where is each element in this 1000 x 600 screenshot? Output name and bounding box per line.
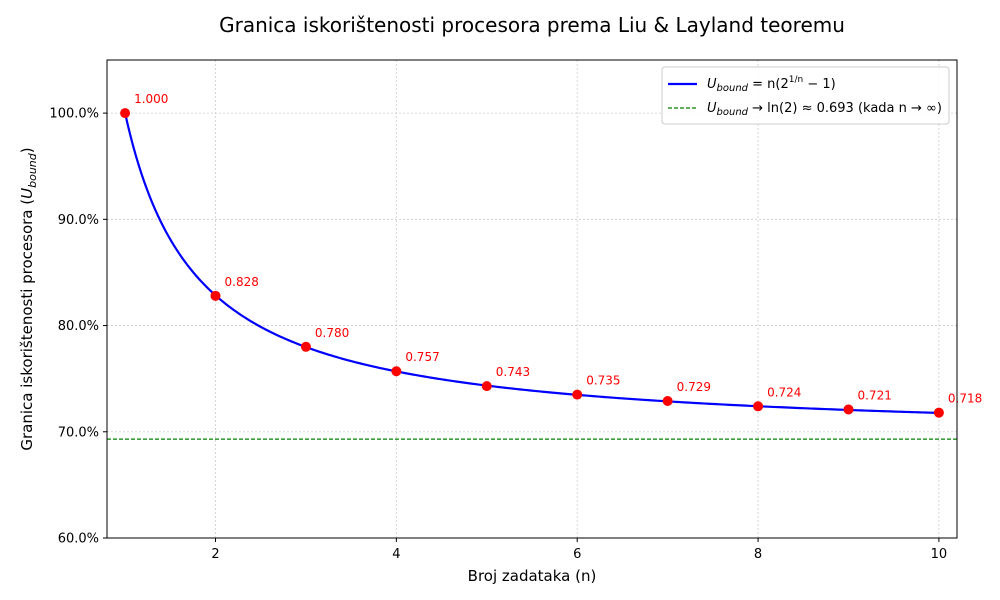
data-point <box>933 407 944 418</box>
data-point <box>300 341 311 352</box>
legend-curve-label: Ubound = n(21/n − 1) <box>707 75 836 94</box>
legend-asymptote-label: Ubound → ln(2) ≈ 0.693 (kada n → ∞) <box>707 101 942 118</box>
data-label: 0.724 <box>767 385 801 399</box>
data-label: 0.757 <box>405 350 439 364</box>
chart-title: Granica iskorištenosti procesora prema L… <box>219 13 845 37</box>
y-tick-label: 90.0% <box>58 213 99 228</box>
x-tick-label: 10 <box>931 547 948 562</box>
data-point <box>753 401 764 412</box>
data-point <box>120 108 131 119</box>
data-labels: 1.000 0.828 0.780 0.757 0.743 0.735 0.729 0.724… <box>134 92 982 406</box>
y-axis-label-var: U <box>18 188 36 199</box>
data-point <box>481 381 492 392</box>
x-tick-label: 6 <box>573 547 581 562</box>
data-label: 0.735 <box>586 374 620 388</box>
y-axis-label-prefix: Granica iskorištenosti procesora ( <box>18 199 36 451</box>
x-tick-label: 4 <box>392 547 400 562</box>
y-tick-label: 100.0% <box>49 107 99 122</box>
grid <box>107 60 957 539</box>
data-point <box>843 404 854 415</box>
data-label: 0.780 <box>315 326 349 340</box>
y-axis-ticks: 60.0% 70.0% 80.0% 90.0% 100.0% <box>49 107 107 547</box>
data-label: 0.743 <box>496 365 530 379</box>
legend: Ubound = n(21/n − 1) Ubound → ln(2) ≈ 0.… <box>661 66 950 125</box>
data-label: 0.718 <box>948 392 982 406</box>
bound-curve <box>124 112 939 415</box>
y-tick-label: 80.0% <box>58 319 99 334</box>
x-tick-label: 8 <box>754 547 762 562</box>
data-label: 0.721 <box>857 388 891 402</box>
y-axis-label-suffix: ) <box>18 147 36 153</box>
data-point <box>662 395 673 406</box>
x-tick-label: 2 <box>211 547 219 562</box>
data-points <box>120 108 944 418</box>
legend-box <box>661 66 950 125</box>
data-label: 1.000 <box>134 92 168 106</box>
y-axis-label-sub: bound <box>26 152 39 188</box>
y-tick-label: 70.0% <box>58 425 99 440</box>
data-label: 0.828 <box>225 275 259 289</box>
x-axis-label: Broj zadataka (n) <box>468 567 597 585</box>
y-axis-label: Granica iskorištenosti procesora (Ubound… <box>18 147 39 450</box>
data-point <box>391 366 402 377</box>
x-axis-ticks: 2 4 6 8 10 <box>211 538 947 562</box>
data-label: 0.729 <box>677 380 711 394</box>
y-tick-label: 60.0% <box>58 532 99 547</box>
plot-frame <box>106 59 958 539</box>
data-point <box>572 389 583 400</box>
data-point <box>210 290 221 301</box>
